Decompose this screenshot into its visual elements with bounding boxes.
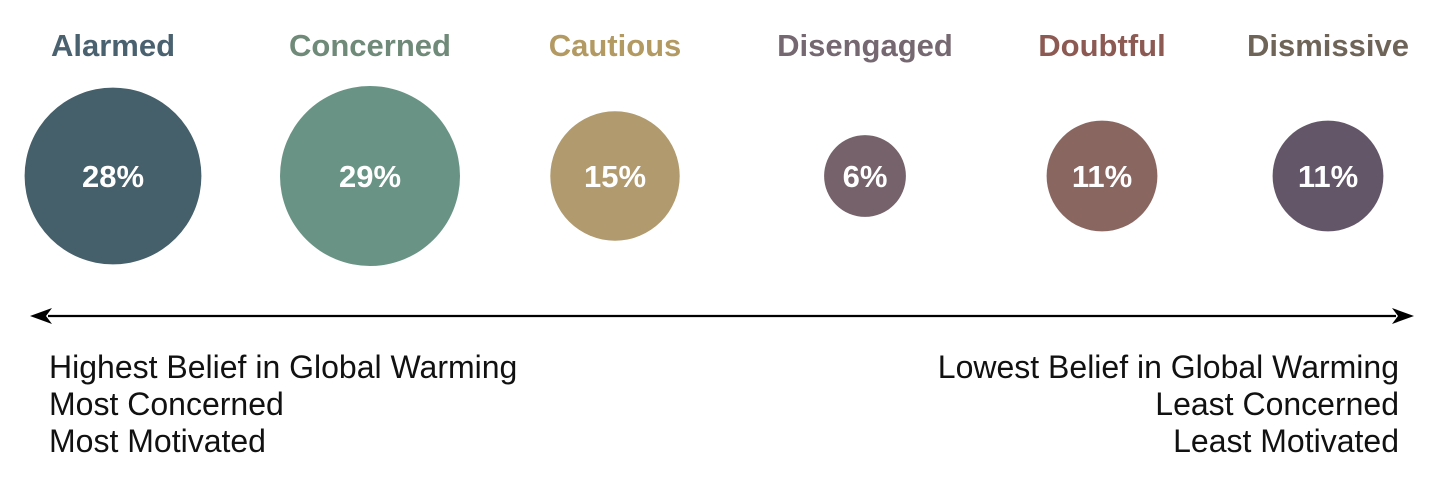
segment-label-cautious: Cautious [549,28,682,63]
segment-label-doubtful: Doubtful [1038,28,1165,63]
high-belief-description: Highest Belief in Global Warming Most Co… [49,349,517,460]
bubble-alarmed [24,87,202,265]
axis-arrowhead-right [1392,308,1414,324]
bubble-disengaged [824,135,906,217]
segment-label-dismissive: Dismissive [1247,28,1409,63]
bubble-dismissive [1272,120,1384,232]
right-label-motivation: Least Motivated [1173,423,1399,459]
bubble-value-labels: 28% 29% 15% 6% 11% 11% [82,159,1358,194]
bubble-value-alarmed: 28% [82,159,144,194]
bubble-value-cautious: 15% [584,159,646,194]
left-label-concern: Most Concerned [49,386,284,422]
left-label-belief: Highest Belief in Global Warming [49,349,518,385]
bubble-doubtful [1046,120,1158,232]
right-label-concern: Least Concerned [1155,386,1399,422]
bubble-value-doubtful: 11% [1072,159,1132,194]
segment-label-disengaged: Disengaged [777,28,953,63]
belief-axis-arrow [30,308,1414,324]
right-label-belief: Lowest Belief in Global Warming [937,349,1399,385]
segment-label-concerned: Concerned [289,28,451,63]
bubble-value-dismissive: 11% [1298,159,1358,194]
low-belief-description: Lowest Belief in Global Warming Least Co… [938,349,1399,460]
bubble-cautious [550,111,680,241]
bubble-value-disengaged: 6% [843,159,888,194]
segment-label-alarmed: Alarmed [51,28,175,63]
axis-arrowhead-left [30,308,52,324]
segment-bubbles [24,86,1384,266]
segment-labels: Alarmed Concerned Cautious Disengaged Doubtf… [51,28,1409,63]
left-label-motivation: Most Motivated [49,423,266,459]
bubble-concerned [280,86,460,266]
bubble-value-concerned: 29% [339,159,401,194]
